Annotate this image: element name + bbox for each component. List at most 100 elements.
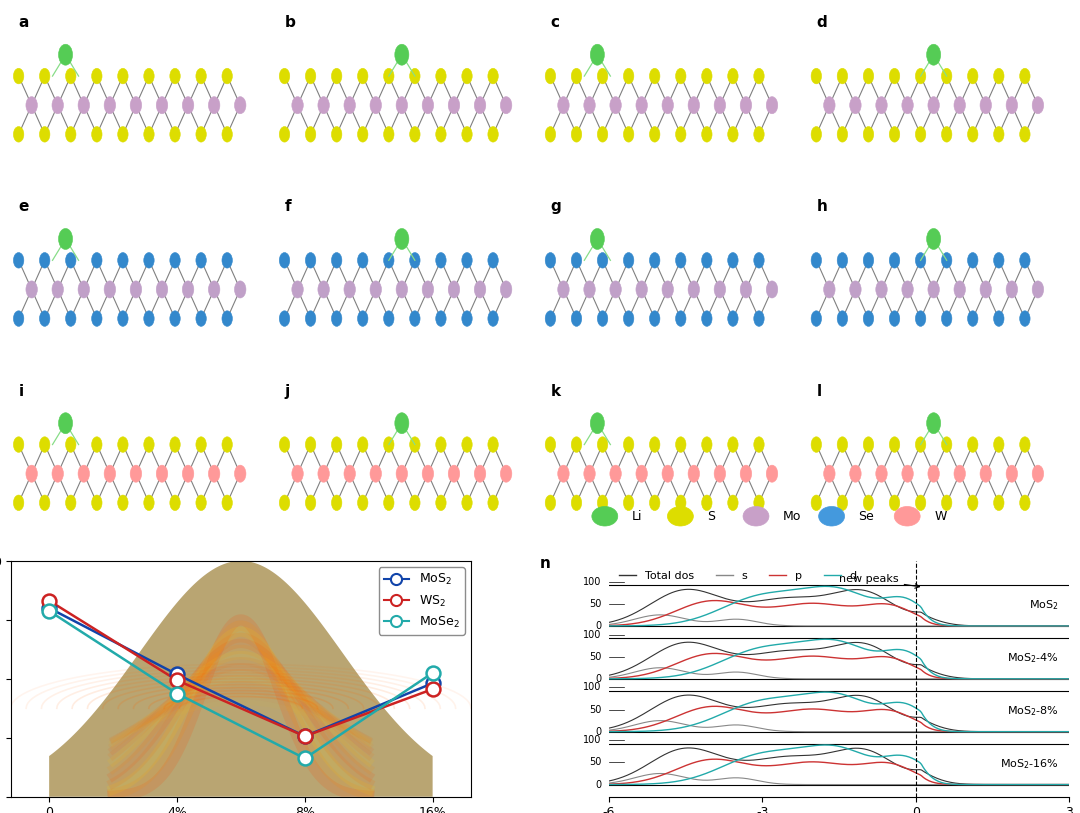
Text: f: f	[284, 199, 292, 215]
Circle shape	[676, 253, 686, 268]
Circle shape	[144, 437, 154, 452]
Circle shape	[292, 281, 303, 298]
Circle shape	[292, 97, 303, 114]
Circle shape	[306, 495, 315, 511]
Circle shape	[942, 495, 951, 511]
Circle shape	[183, 97, 193, 114]
Circle shape	[118, 495, 129, 511]
Circle shape	[488, 495, 498, 511]
Circle shape	[131, 465, 141, 482]
Circle shape	[104, 465, 116, 482]
Circle shape	[811, 311, 822, 326]
Circle shape	[280, 437, 289, 452]
Circle shape	[610, 281, 621, 298]
Circle shape	[1032, 465, 1043, 482]
Circle shape	[92, 127, 102, 142]
Circle shape	[837, 127, 848, 142]
Circle shape	[66, 127, 76, 142]
Text: 100: 100	[583, 576, 602, 587]
Circle shape	[1007, 97, 1017, 114]
Circle shape	[968, 311, 978, 326]
Circle shape	[980, 465, 991, 482]
Circle shape	[994, 68, 1004, 84]
Circle shape	[754, 68, 765, 84]
Circle shape	[994, 495, 1004, 511]
Circle shape	[994, 437, 1004, 452]
Text: b: b	[284, 15, 296, 30]
Circle shape	[396, 281, 407, 298]
Circle shape	[876, 281, 888, 298]
Polygon shape	[50, 561, 433, 797]
Circle shape	[636, 465, 647, 482]
Circle shape	[183, 281, 193, 298]
Circle shape	[1020, 437, 1030, 452]
Circle shape	[928, 281, 940, 298]
Circle shape	[306, 68, 315, 84]
Circle shape	[208, 465, 220, 482]
Circle shape	[863, 253, 874, 268]
Circle shape	[157, 97, 167, 114]
Circle shape	[545, 311, 555, 326]
Circle shape	[876, 465, 888, 482]
Circle shape	[863, 127, 874, 142]
Circle shape	[1032, 281, 1043, 298]
Circle shape	[597, 311, 608, 326]
Circle shape	[195, 437, 206, 452]
Circle shape	[26, 97, 38, 114]
Circle shape	[968, 495, 978, 511]
Circle shape	[623, 311, 634, 326]
Circle shape	[927, 228, 941, 250]
Text: c: c	[551, 15, 559, 30]
Circle shape	[144, 495, 154, 511]
Circle shape	[942, 253, 951, 268]
Circle shape	[916, 127, 926, 142]
Text: MoS$_2$: MoS$_2$	[1029, 598, 1059, 612]
Circle shape	[942, 311, 951, 326]
Circle shape	[92, 495, 102, 511]
Circle shape	[591, 44, 605, 65]
Text: MoS$_2$-4%: MoS$_2$-4%	[1007, 651, 1059, 665]
Circle shape	[1032, 97, 1043, 114]
Text: MoS$_2$-16%: MoS$_2$-16%	[1000, 757, 1059, 771]
Circle shape	[66, 253, 76, 268]
Circle shape	[144, 253, 154, 268]
Circle shape	[104, 97, 116, 114]
Circle shape	[584, 465, 595, 482]
Circle shape	[850, 465, 861, 482]
Circle shape	[863, 68, 874, 84]
Circle shape	[343, 281, 355, 298]
Circle shape	[994, 253, 1004, 268]
Circle shape	[571, 68, 582, 84]
Circle shape	[370, 281, 381, 298]
Circle shape	[688, 281, 700, 298]
Circle shape	[942, 68, 951, 84]
Circle shape	[488, 127, 498, 142]
Circle shape	[889, 253, 900, 268]
Circle shape	[280, 127, 289, 142]
Circle shape	[623, 495, 634, 511]
Circle shape	[980, 97, 991, 114]
Circle shape	[811, 437, 822, 452]
Circle shape	[92, 437, 102, 452]
Circle shape	[170, 127, 180, 142]
Circle shape	[980, 281, 991, 298]
Circle shape	[343, 465, 355, 482]
Circle shape	[40, 311, 50, 326]
Circle shape	[876, 97, 888, 114]
Text: k: k	[551, 384, 561, 398]
Text: 50: 50	[589, 758, 602, 767]
Text: Mo: Mo	[783, 510, 801, 523]
Circle shape	[824, 281, 835, 298]
Circle shape	[409, 68, 420, 84]
Circle shape	[170, 311, 180, 326]
Circle shape	[222, 495, 232, 511]
Circle shape	[422, 281, 434, 298]
Circle shape	[488, 311, 498, 326]
Circle shape	[92, 311, 102, 326]
Circle shape	[58, 413, 72, 433]
Circle shape	[52, 281, 64, 298]
Circle shape	[662, 97, 674, 114]
Circle shape	[702, 68, 712, 84]
Circle shape	[767, 465, 778, 482]
Circle shape	[370, 97, 381, 114]
